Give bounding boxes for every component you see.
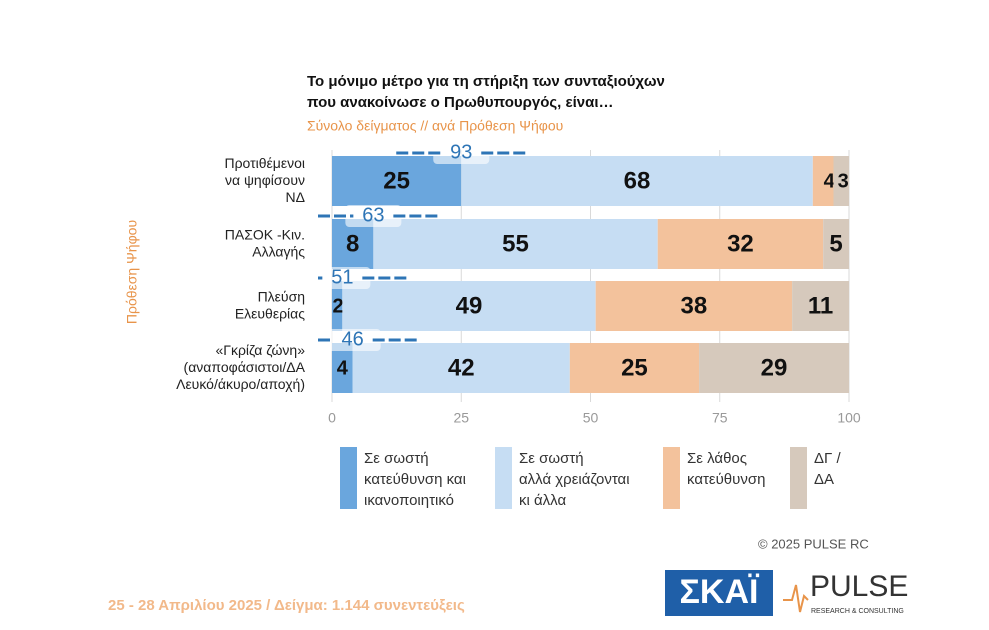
category-label: Πλεύση Ελευθερίας <box>235 288 305 321</box>
data-label: 55 <box>502 230 529 257</box>
legend-swatch <box>340 447 357 509</box>
data-label: 25 <box>621 354 648 381</box>
x-tick-label: 75 <box>712 410 728 426</box>
bar-segment <box>342 281 596 331</box>
x-tick-label: 25 <box>453 410 469 426</box>
data-label: 5 <box>829 230 842 257</box>
bar-segment <box>352 343 570 393</box>
bar-segment <box>332 156 462 206</box>
total-label: 51 <box>331 266 353 288</box>
pulse-logo-sub: RESEARCH & CONSULTING <box>811 608 904 615</box>
total-label: 63 <box>362 204 384 226</box>
bar-segment <box>792 281 849 331</box>
x-tick-label: 50 <box>583 410 599 426</box>
bar-segment <box>699 343 849 393</box>
bar-segment <box>461 156 813 206</box>
data-label: 32 <box>727 230 754 257</box>
y-axis-label: Πρόθεση Ψήφου <box>124 220 140 324</box>
legend-label: Σε σωστή αλλά χρειάζονται κι άλλα <box>519 450 630 509</box>
pulse-logo: PULSE <box>810 570 908 603</box>
bar-segment <box>812 156 834 206</box>
data-label: 4 <box>824 170 836 192</box>
bar-segment <box>569 343 700 393</box>
footer: 25 - 28 Απριλίου 2025 / Δείγμα: 1.144 συ… <box>108 597 465 614</box>
data-label: 42 <box>448 354 475 381</box>
total-box <box>314 267 371 289</box>
skai-logo: ΣΚΑΪ <box>680 573 761 611</box>
bar-segment <box>657 219 824 269</box>
legend-swatch <box>790 447 807 509</box>
copyright: © 2025 PULSE RC <box>758 536 869 551</box>
total-box <box>345 205 402 227</box>
legend-label: Σε σωστή κατεύθυνση και ικανοποιητικό <box>364 450 466 509</box>
data-label: 8 <box>346 230 359 257</box>
bar-segment <box>373 219 658 269</box>
bar-segment <box>332 281 343 331</box>
data-label: 3 <box>838 170 849 192</box>
bar-segment <box>332 343 353 393</box>
total-label: 93 <box>450 141 472 163</box>
category-label: «Γκρίζα ζώνη» (αναποφάσιστοι/ΔΑ Λευκό/άκυρ… <box>176 342 306 392</box>
data-label: 49 <box>456 292 483 319</box>
data-label: 25 <box>383 167 410 194</box>
total-box <box>433 142 490 164</box>
data-label: 38 <box>681 292 708 319</box>
bar-segment <box>823 219 849 269</box>
bar-segment <box>332 219 374 269</box>
data-label: 4 <box>337 357 349 379</box>
total-label: 46 <box>342 328 364 350</box>
total-box <box>324 329 381 351</box>
pulse-wave <box>783 584 809 613</box>
chart-title: Το μόνιμο μέτρο για τη στήριξη των συντα… <box>307 73 665 111</box>
category-label: Προτιθέμενοι να ψηφίσουν ΝΔ <box>224 155 305 205</box>
legend-swatch <box>663 447 680 509</box>
x-tick-label: 0 <box>328 410 336 426</box>
data-label: 29 <box>761 354 788 381</box>
bar-segment <box>595 281 793 331</box>
legend-label: Σε λάθος κατεύθυνση <box>687 450 765 488</box>
x-tick-label: 100 <box>837 410 861 426</box>
legend-swatch <box>495 447 512 509</box>
legend-label: ΔΓ / ΔΑ <box>814 450 841 488</box>
bar-segment <box>833 156 849 206</box>
chart-subtitle: Σύνολο δείγματος // ανά Πρόθεση Ψήφου <box>307 118 563 134</box>
data-label: 68 <box>624 167 651 194</box>
data-label: 2 <box>332 295 343 317</box>
skai-logo-box <box>665 570 773 616</box>
category-label: ΠΑΣΟΚ -Κιν. Αλλαγής <box>225 226 305 259</box>
data-label: 11 <box>808 292 833 319</box>
